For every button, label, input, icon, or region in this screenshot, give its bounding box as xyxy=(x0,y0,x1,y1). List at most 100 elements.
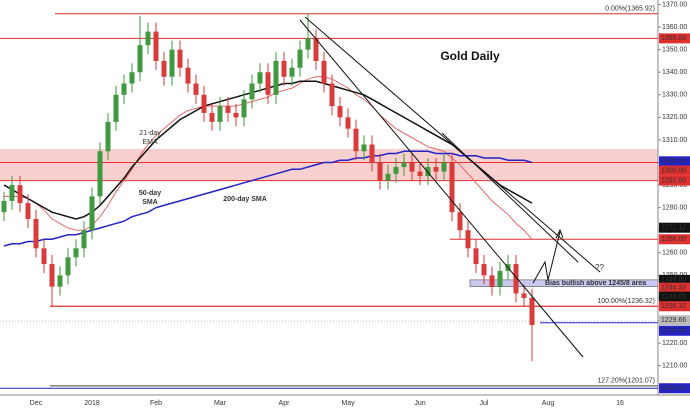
candle-body xyxy=(273,60,279,95)
x-tick-label: Apr xyxy=(279,400,291,407)
candle-body xyxy=(473,248,479,265)
candle-body xyxy=(257,72,263,84)
candle-body xyxy=(65,257,71,276)
candle-body xyxy=(401,162,407,168)
candle-body xyxy=(529,297,535,326)
ma-label: SMA xyxy=(142,199,158,206)
candle-body xyxy=(177,49,183,68)
level-label: 1271.12 xyxy=(661,225,686,232)
candle-body xyxy=(305,38,311,50)
y-tick-label: 1370.00 xyxy=(662,1,687,8)
level-label: 1300.00 xyxy=(661,167,686,174)
x-tick-label: Jun xyxy=(414,400,425,407)
level-label: 1300.53 xyxy=(661,158,686,165)
level-label: 1229.00 xyxy=(661,328,686,335)
level-tag xyxy=(659,156,690,167)
candle-body xyxy=(225,106,231,113)
candle-body xyxy=(409,162,415,172)
arrow-head xyxy=(555,228,564,239)
candle-body xyxy=(489,275,495,287)
candle-body xyxy=(57,275,63,287)
candle-body xyxy=(393,167,399,174)
ma-label: 50-day xyxy=(139,190,161,197)
trendline xyxy=(299,19,584,358)
candle-body xyxy=(49,264,55,287)
level-tag xyxy=(659,175,690,186)
resistance-zone xyxy=(0,148,658,181)
x-tick-label: Feb xyxy=(150,400,162,407)
y-tick-label: 1310.00 xyxy=(662,137,687,144)
candle-body xyxy=(137,45,143,73)
candle-body xyxy=(129,72,135,84)
candle-body xyxy=(433,167,439,172)
chart-title: Gold Daily xyxy=(440,49,500,63)
fib-label: 0.00%(1365.92) xyxy=(605,6,655,13)
overlay: Bias bullish above 1245/8 area 1355.00 130… xyxy=(139,6,690,394)
y-tick-label: 1210.00 xyxy=(662,363,687,370)
y-tick-label: 1360.00 xyxy=(662,24,687,31)
candle-body xyxy=(17,185,23,204)
trendline xyxy=(304,16,601,273)
candle-body xyxy=(417,171,423,177)
candle-body xyxy=(145,31,151,46)
level-label: 1355.00 xyxy=(661,35,686,42)
candle-body xyxy=(33,218,39,249)
candle-body xyxy=(457,212,463,231)
y-tick-label: 1280.00 xyxy=(662,205,687,212)
candle-body xyxy=(481,264,487,276)
candle-body xyxy=(265,72,271,95)
level-tag xyxy=(659,165,690,176)
x-tick-label: May xyxy=(341,400,355,407)
candle-body xyxy=(193,83,199,95)
bias-label: Bias bullish above 1245/8 area xyxy=(545,280,646,287)
level-label: 1248.00 xyxy=(661,277,686,284)
candle-body xyxy=(81,230,87,249)
candle-body xyxy=(521,293,527,298)
level-label: 1200.00 xyxy=(661,385,686,392)
level-tag xyxy=(659,33,690,44)
candle-body xyxy=(313,38,319,61)
level-label: 1229.66 xyxy=(661,317,686,324)
x-tick-label: Dec xyxy=(30,400,43,407)
candle-body xyxy=(161,60,167,77)
y-tick-label: 1340.00 xyxy=(662,69,687,76)
trendlines xyxy=(299,16,601,358)
x-tick-label: Jul xyxy=(480,400,489,407)
level-tag xyxy=(659,315,690,326)
y-tick-label: 1260.00 xyxy=(662,250,687,257)
level-tag xyxy=(659,222,690,233)
candle-body xyxy=(1,200,7,213)
candle-body xyxy=(169,49,175,77)
level-tag xyxy=(659,325,690,336)
candle-body xyxy=(249,83,255,100)
candle-body xyxy=(153,31,159,61)
ma-label: 200-day SMA xyxy=(223,196,267,203)
candle-body xyxy=(217,106,223,122)
level-tag xyxy=(659,291,690,302)
candle-body xyxy=(209,112,215,122)
x-tick-label: 2018 xyxy=(84,400,100,407)
trendline xyxy=(441,132,579,263)
level-tag xyxy=(659,301,690,312)
candle-body xyxy=(449,162,455,213)
x-tick-label: 16 xyxy=(616,400,624,407)
candle-body xyxy=(513,264,519,294)
candle-body xyxy=(185,67,191,84)
y-tick-label: 1330.00 xyxy=(662,92,687,99)
candle-body xyxy=(73,248,79,258)
y-tick-label: 1220.00 xyxy=(662,340,687,347)
candle-body xyxy=(369,144,375,163)
fib-label: 127.20%(1201.07) xyxy=(597,378,655,385)
candle-body xyxy=(201,94,207,113)
candle-body xyxy=(353,128,359,152)
candle-body xyxy=(89,196,95,231)
candle-body xyxy=(297,49,303,68)
candle-body xyxy=(105,121,111,152)
projection-arrow xyxy=(532,231,561,284)
candle-body xyxy=(233,112,239,118)
candle-body xyxy=(329,83,335,107)
annotation: ?? xyxy=(595,263,604,272)
level-tag xyxy=(659,282,690,293)
level-label: 1266.00 xyxy=(661,236,686,243)
